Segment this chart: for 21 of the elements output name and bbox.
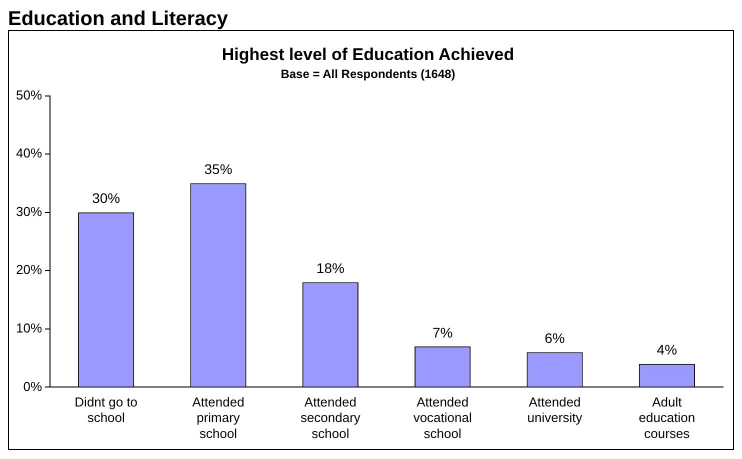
x-tick-label: Didnt go to school	[74, 394, 138, 426]
data-label: 7%	[432, 324, 453, 340]
data-label: 35%	[204, 161, 232, 178]
data-label: 4%	[656, 342, 678, 358]
data-label: 6%	[544, 330, 565, 346]
x-tick-label: Attended vocational school	[413, 394, 472, 441]
chart-subtitle: Base = All Respondents (1648)	[280, 66, 456, 81]
y-tick-label: 10%	[16, 320, 42, 336]
x-tick-label: Attended university	[527, 394, 583, 426]
y-tick-label: 30%	[16, 204, 42, 219]
x-tick-label: Attended secondary school	[300, 394, 361, 441]
chart-title: Highest level of Education Achieved	[222, 44, 514, 64]
x-tick-label: Adult education courses	[638, 394, 696, 441]
y-tick-label: 40%	[16, 146, 42, 161]
text: Education and Literacy	[8, 8, 230, 30]
x-tick-label: Attended primary school	[192, 394, 244, 441]
data-label: 30%	[92, 190, 120, 206]
y-tick-label: 0%	[23, 378, 42, 394]
y-tick-label: 50%	[16, 87, 42, 102]
y-tick-label: 20%	[16, 262, 42, 278]
data-label: 18%	[316, 260, 344, 276]
